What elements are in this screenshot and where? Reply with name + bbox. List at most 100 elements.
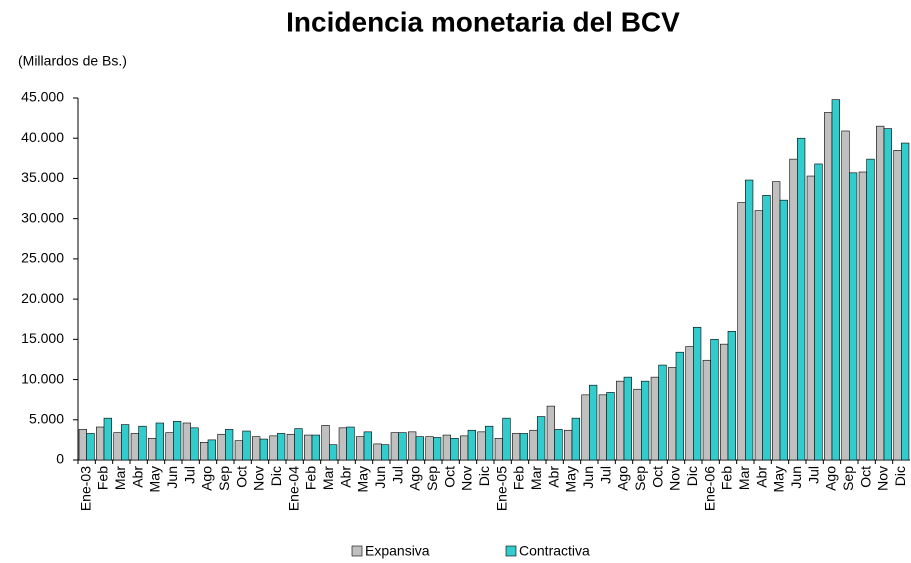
- y-tick-label: 35.000: [21, 169, 64, 185]
- bar: [311, 434, 320, 461]
- bar: [252, 436, 261, 461]
- bar: [121, 424, 130, 461]
- bar: [165, 432, 174, 461]
- x-tick-label: Jul: [805, 466, 821, 484]
- bar: [217, 433, 226, 461]
- bar: [554, 429, 563, 461]
- bar: [408, 431, 417, 461]
- bar: [797, 137, 806, 461]
- bar: [381, 444, 390, 461]
- x-tick-label: Ago: [407, 466, 423, 491]
- x-tick-label: Nov: [875, 466, 891, 491]
- y-tick-label: 40.000: [21, 129, 64, 145]
- x-tick-label: Dic: [892, 466, 908, 486]
- x-tick-label: May: [355, 466, 371, 492]
- x-tick-label: Sep: [840, 466, 856, 491]
- bar: [772, 181, 781, 461]
- x-tick-label: Ago: [823, 466, 839, 491]
- x-tick-label: Feb: [511, 466, 527, 490]
- bar: [113, 432, 122, 461]
- bar: [173, 421, 182, 461]
- bar: [883, 128, 892, 461]
- bar: [685, 346, 694, 461]
- legend-label: Contractiva: [519, 543, 590, 559]
- bar: [876, 125, 885, 461]
- bar: [138, 425, 147, 461]
- y-tick-label: 25.000: [21, 250, 64, 266]
- bar: [693, 326, 702, 461]
- x-tick-label: Abr: [753, 466, 769, 488]
- x-tick-label: Abr: [337, 466, 353, 488]
- bar: [675, 351, 684, 461]
- bar: [294, 428, 303, 461]
- x-tick-label: Nov: [667, 466, 683, 491]
- y-tick-label: 30.000: [21, 209, 64, 225]
- x-tick-label: Ago: [199, 466, 215, 491]
- bar: [442, 434, 451, 461]
- x-tick-label: Jun: [372, 466, 388, 489]
- bar: [606, 392, 615, 461]
- chart-title: Incidencia monetaria del BCV: [286, 6, 680, 37]
- x-tick-label: May: [563, 466, 579, 492]
- x-tick-label: Feb: [95, 466, 111, 490]
- bar: [467, 429, 476, 461]
- bar: [789, 158, 798, 461]
- bar: [155, 422, 164, 461]
- x-tick-label: Ene-06: [701, 466, 717, 511]
- bar: [866, 158, 875, 461]
- x-tick-label: Nov: [251, 466, 267, 491]
- x-tick-label: Abr: [129, 466, 145, 488]
- x-tick-label: Ene-04: [285, 466, 301, 511]
- x-tick-label: Jul: [389, 466, 405, 484]
- bar: [96, 426, 105, 461]
- bar: [86, 433, 95, 461]
- bar: [831, 99, 840, 461]
- bar: [190, 427, 199, 461]
- bar: [858, 171, 867, 461]
- x-tick-label: Dic: [268, 466, 284, 486]
- y-tick-label: 10.000: [21, 370, 64, 386]
- bar: [745, 179, 754, 461]
- bar: [529, 429, 538, 461]
- bar: [148, 437, 157, 461]
- bar: [658, 364, 667, 461]
- x-tick-label: Oct: [441, 466, 457, 488]
- bar: [363, 431, 372, 461]
- bar: [849, 172, 858, 461]
- bar: [901, 142, 910, 461]
- bar: [485, 425, 494, 461]
- y-tick-label: 5.000: [29, 410, 64, 426]
- bar: [841, 130, 850, 461]
- bar: [623, 376, 632, 461]
- bar: [450, 437, 459, 461]
- bar: [727, 330, 736, 461]
- x-tick-label: Feb: [303, 466, 319, 490]
- bar: [398, 432, 407, 461]
- bar: [754, 210, 763, 461]
- bar: [616, 380, 625, 461]
- x-tick-label: Ene-03: [77, 466, 93, 511]
- bar: [650, 376, 659, 461]
- x-tick-label: Mar: [320, 466, 336, 490]
- bar: [433, 437, 442, 461]
- bar: [589, 384, 598, 461]
- bar: [415, 436, 424, 461]
- bar: [356, 436, 365, 461]
- x-tick-label: Sep: [424, 466, 440, 491]
- bar: [824, 112, 833, 461]
- bar: [78, 429, 87, 461]
- x-tick-label: Oct: [857, 466, 873, 488]
- x-tick-label: Sep: [216, 466, 232, 491]
- x-tick-label: Jun: [580, 466, 596, 489]
- bar: [346, 426, 355, 461]
- bar: [390, 432, 399, 461]
- bar: [641, 380, 650, 461]
- bar: [581, 394, 590, 461]
- bar: [893, 149, 902, 461]
- bar: [304, 434, 313, 461]
- bar: [130, 433, 139, 461]
- x-tick-label: Oct: [233, 466, 249, 488]
- bar: [286, 433, 295, 461]
- bar: [779, 199, 788, 461]
- bar: [259, 438, 268, 461]
